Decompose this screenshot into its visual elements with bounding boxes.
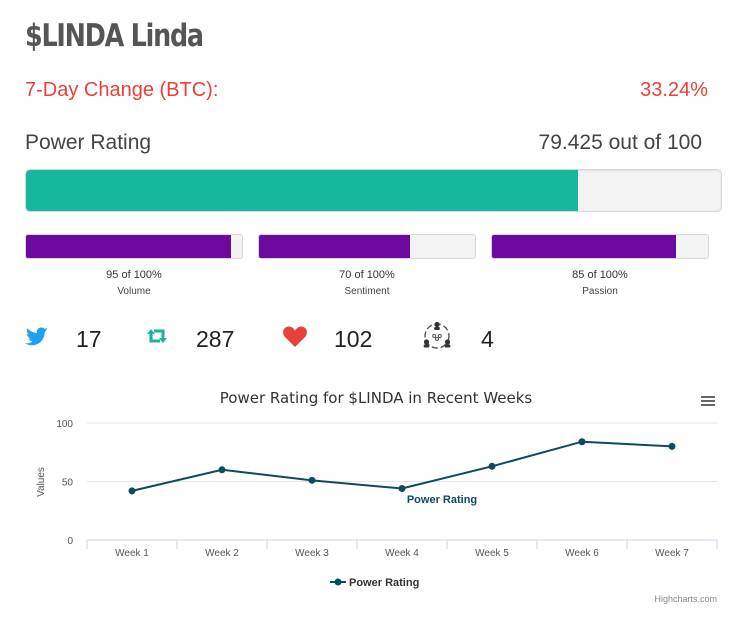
metric-bar-fill: [26, 235, 232, 258]
metric-volume: 95 of 100% Volume: [25, 234, 243, 297]
legend-label: Power Rating: [349, 577, 419, 589]
y-axis-label: Values: [36, 467, 47, 497]
data-point: [668, 442, 676, 450]
metric-passion: 85 of 100% Passion: [491, 234, 709, 297]
series-line: [131, 440, 673, 492]
tweets-count: 17: [76, 326, 102, 352]
x-tick-label: Week 6: [565, 548, 599, 559]
twitter-icon: [25, 327, 48, 346]
power-rating-bar-fill: [26, 170, 578, 211]
metric-bar: [258, 234, 476, 259]
retweet-icon: [147, 329, 167, 343]
x-tick-label: Week 1: [115, 548, 149, 559]
y-tick-label: 0: [67, 536, 73, 547]
power-rating-label: Power Rating: [25, 131, 152, 154]
series-annotation: Power Rating: [407, 494, 477, 506]
metric-bar: [491, 234, 709, 259]
metric-bar-fill: [259, 235, 411, 258]
metric-value: 95 of 100%: [106, 269, 162, 281]
metric-label: Sentiment: [344, 286, 390, 297]
x-tick-label: Week 7: [655, 548, 689, 559]
x-tick-label: Week 4: [385, 548, 419, 559]
metric-bar-fill: [492, 235, 676, 258]
retweets-count: 287: [196, 326, 235, 352]
data-point: [578, 438, 586, 446]
data-point: [128, 487, 136, 495]
metric-label: Passion: [582, 286, 618, 297]
heart-icon: [283, 326, 307, 347]
data-point: [398, 485, 406, 493]
power-rating-chart: Power Rating for $LINDA in Recent Weeks …: [36, 389, 720, 604]
y-tick-label: 100: [56, 419, 73, 430]
metric-sentiment: 70 of 100% Sentiment: [258, 234, 476, 297]
chart-title: Power Rating for $LINDA in Recent Weeks: [220, 389, 533, 407]
change-label: 7-Day Change (BTC):: [25, 79, 219, 101]
likes-count: 102: [334, 326, 373, 352]
power-rating-value: 79.425 out of 100: [538, 131, 702, 154]
power-rating-bar: [25, 169, 722, 212]
x-tick-label: Week 5: [475, 548, 509, 559]
y-tick-label: 50: [62, 478, 74, 489]
influencers-count: 4: [481, 326, 494, 352]
metric-label: Volume: [117, 286, 151, 297]
x-tick-label: Week 3: [295, 548, 329, 559]
x-tick-label: Week 2: [205, 548, 239, 559]
network-icon: [423, 321, 451, 349]
data-point: [218, 466, 226, 474]
change-value: 33.24%: [640, 79, 708, 101]
metric-value: 70 of 100%: [339, 269, 395, 281]
legend[interactable]: Power Rating: [330, 577, 419, 589]
data-point: [308, 476, 316, 484]
chart-credit: Highcharts.com: [654, 594, 717, 604]
data-point: [488, 462, 496, 470]
coin-title: $LINDA Linda: [25, 18, 204, 54]
hamburger-menu-icon[interactable]: [698, 392, 720, 410]
metric-value: 85 of 100%: [572, 269, 628, 281]
metric-bar: [25, 234, 243, 259]
